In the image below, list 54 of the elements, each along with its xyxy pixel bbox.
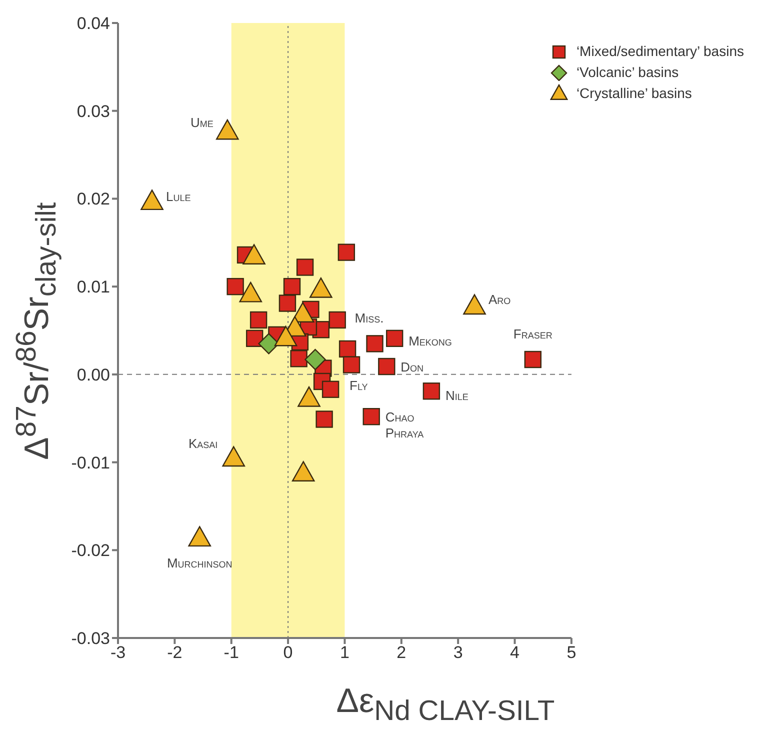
x-tick-label: 5 — [566, 643, 576, 662]
x-axis-title: Δε$_{Nd CLAY-SILT}$ — [335, 682, 556, 728]
point — [328, 311, 346, 329]
y-tick-label: 0.00 — [76, 365, 110, 384]
x-tick-label: 4 — [510, 643, 520, 662]
x-tick-label: 0 — [283, 643, 293, 662]
point — [278, 294, 296, 312]
annotation: Aro — [488, 292, 511, 308]
x-tick-label: 3 — [453, 643, 463, 662]
point — [304, 348, 326, 370]
y-tick-label: 0.01 — [76, 278, 110, 297]
point — [338, 244, 356, 261]
point — [316, 410, 333, 428]
y-tick-label: -0.03 — [71, 629, 110, 648]
legend-label: ‘Mixed/sedimentary’ basins — [576, 42, 744, 58]
x-tick-label: 1 — [340, 643, 350, 662]
annotation: Miss. — [354, 311, 384, 326]
y-tick-label: -0.02 — [71, 541, 110, 560]
legend-label: ‘Crystalline’ basins — [576, 84, 692, 100]
x-tick-label: -1 — [224, 643, 239, 662]
annotation: Kasai — [188, 436, 218, 452]
point — [296, 258, 314, 276]
y-tick-label: -0.01 — [71, 453, 110, 472]
point — [283, 278, 301, 296]
point — [290, 350, 308, 368]
annotation: Fraser — [513, 326, 553, 342]
point — [226, 278, 244, 296]
annotation: Chao Phraya — [385, 410, 424, 442]
annotation: Murchinson — [166, 556, 232, 572]
point — [362, 408, 380, 426]
point — [258, 333, 280, 354]
annotation: Don — [400, 360, 424, 375]
annotation: Nile — [445, 388, 468, 404]
point — [386, 330, 404, 348]
y-tick-label: 0.03 — [76, 102, 110, 121]
point — [322, 380, 340, 398]
point — [422, 382, 440, 400]
point — [342, 356, 360, 374]
point — [366, 335, 384, 352]
annotation: Ume — [190, 115, 214, 130]
annotation: Mekong — [408, 334, 452, 349]
x-tick-label: 2 — [396, 643, 406, 662]
y-tick-label: 0.04 — [76, 14, 110, 34]
point — [338, 340, 356, 358]
annotation: Fly — [350, 378, 368, 394]
legend-label: ‘Volcanic’ basins — [576, 64, 679, 80]
point — [246, 330, 264, 348]
x-tick-label: -2 — [167, 643, 182, 662]
point — [378, 358, 396, 376]
point — [524, 350, 542, 368]
y-tick-label: 0.02 — [76, 190, 110, 209]
point — [250, 311, 268, 329]
annotation: Lule — [166, 190, 191, 205]
x-tick-label: -3 — [110, 643, 126, 662]
